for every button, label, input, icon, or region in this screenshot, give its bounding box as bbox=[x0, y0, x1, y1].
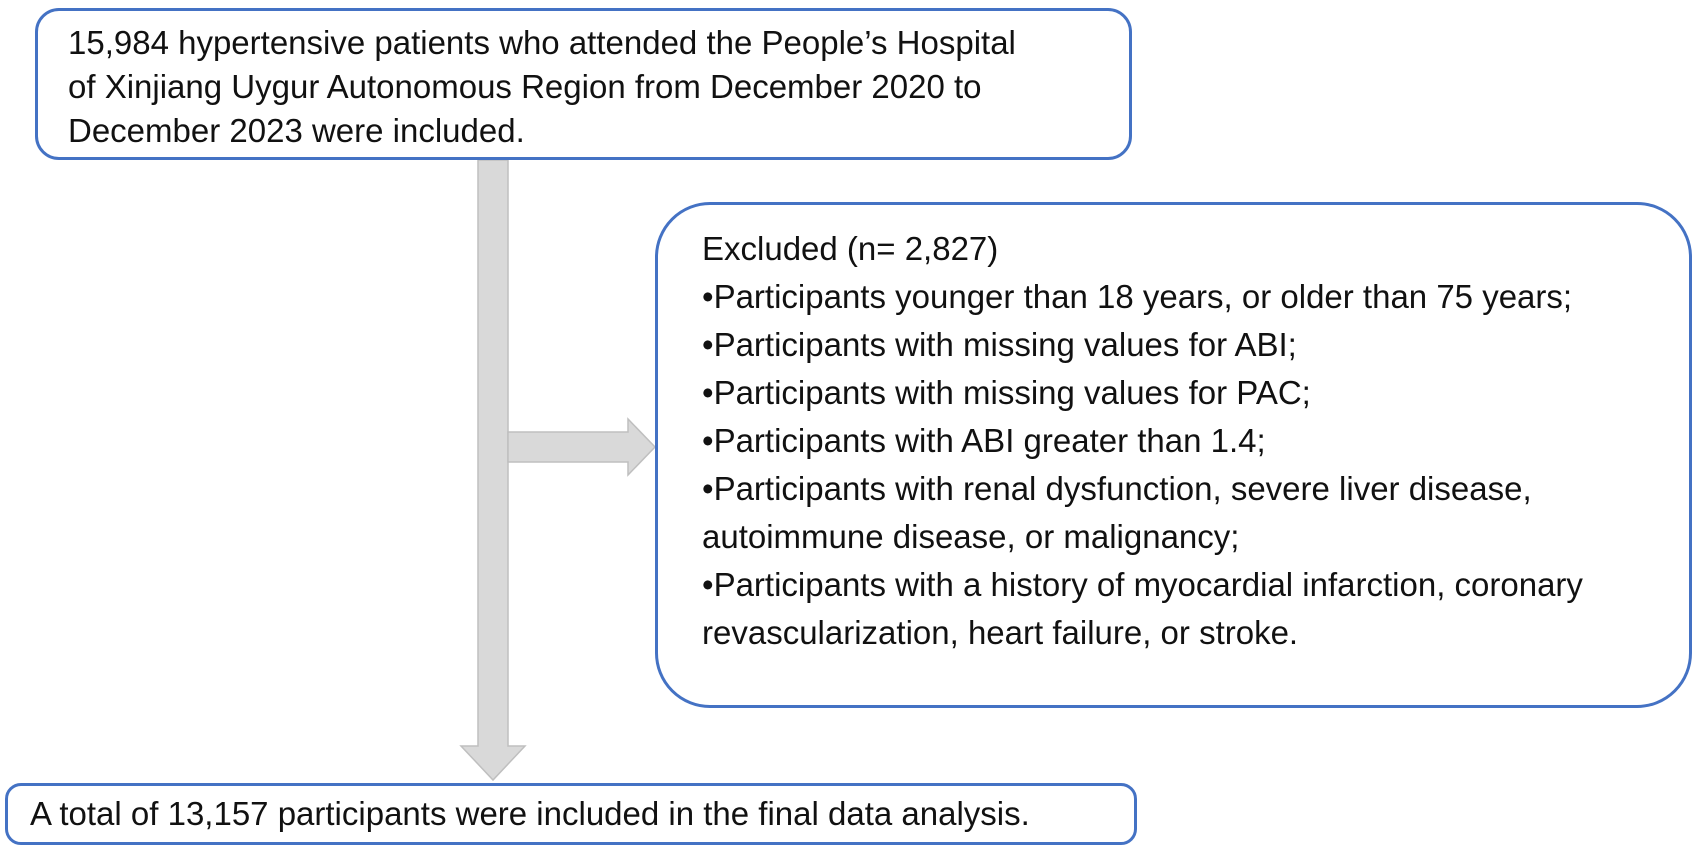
bullet-marker: • bbox=[702, 278, 714, 315]
exclusion-item-text: Participants with missing values for ABI… bbox=[713, 326, 1297, 363]
exclusion-item-text: Participants with a history of myocardia… bbox=[702, 566, 1583, 651]
included-patients-text: 15,984 hypertensive patients who attende… bbox=[68, 24, 1016, 149]
exclusion-item: •Participants with missing values for AB… bbox=[702, 321, 1689, 369]
exclusion-item-text: Participants younger than 18 years, or o… bbox=[713, 278, 1573, 315]
exclusion-item-text: Participants with missing values for PAC… bbox=[713, 374, 1311, 411]
bullet-marker: • bbox=[702, 470, 714, 507]
bullet-marker: • bbox=[702, 326, 714, 363]
down-flow-arrow-icon bbox=[459, 159, 527, 782]
exclusion-item: •Participants with missing values for PA… bbox=[702, 369, 1689, 417]
bullet-marker: • bbox=[702, 422, 714, 459]
exclusion-item-text: Participants with ABI greater than 1.4; bbox=[713, 422, 1266, 459]
final-analysis-text: A total of 13,157 participants were incl… bbox=[30, 795, 1030, 832]
exclusion-item: •Participants with renal dysfunction, se… bbox=[702, 465, 1689, 561]
exclusion-item: •Participants with ABI greater than 1.4; bbox=[702, 417, 1689, 465]
exclusion-item-text: Participants with renal dysfunction, sev… bbox=[702, 470, 1532, 555]
exclusion-title: Excluded (n= 2,827) bbox=[702, 230, 999, 267]
exclusion-item: •Participants with a history of myocardi… bbox=[702, 561, 1689, 657]
right-branch-arrow-icon bbox=[507, 417, 657, 477]
final-analysis-box: A total of 13,157 participants were incl… bbox=[5, 783, 1137, 845]
included-patients-box: 15,984 hypertensive patients who attende… bbox=[35, 8, 1132, 160]
bullet-marker: • bbox=[702, 566, 714, 603]
exclusion-list: •Participants younger than 18 years, or … bbox=[702, 273, 1689, 657]
exclusion-item: •Participants younger than 18 years, or … bbox=[702, 273, 1689, 321]
bullet-marker: • bbox=[702, 374, 714, 411]
exclusion-criteria-box: Excluded (n= 2,827) •Participants younge… bbox=[655, 202, 1692, 708]
